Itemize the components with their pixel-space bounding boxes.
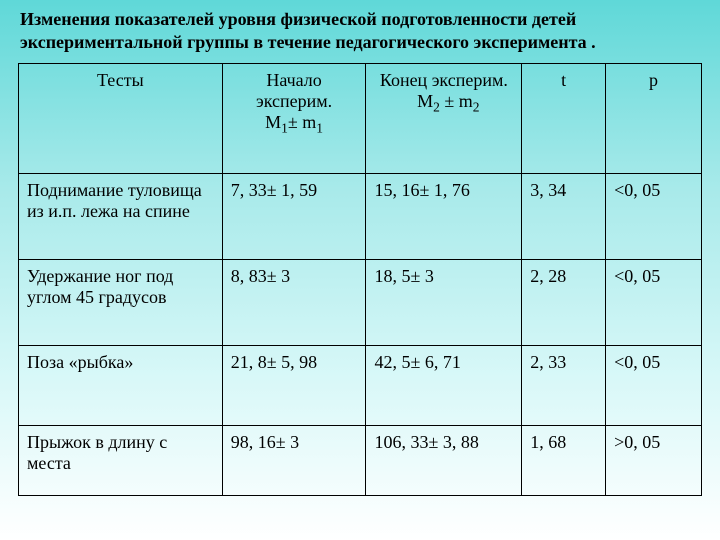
header-start: Начало эксперим. M1± m1 [222, 64, 366, 174]
cell-start: 98, 16± 3 [222, 426, 366, 496]
table-row: Поднимание туловища из и.п. лежа на спин… [19, 174, 702, 260]
cell-p: <0, 05 [606, 346, 702, 426]
cell-t: 1, 68 [522, 426, 606, 496]
table-row: Прыжок в длину с места 98, 16± 3 106, 33… [19, 426, 702, 496]
cell-test: Прыжок в длину с места [19, 426, 223, 496]
table-row: Удержание ног под углом 45 градусов 8, 8… [19, 260, 702, 346]
cell-start: 7, 33± 1, 59 [222, 174, 366, 260]
header-end: Конец эксперим. M2 ± m2 [366, 64, 522, 174]
title-line2: экспериментальной группы в течение педаг… [20, 32, 596, 52]
cell-start: 8, 83± 3 [222, 260, 366, 346]
table-row: Поза «рыбка» 21, 8± 5, 98 42, 5± 6, 71 2… [19, 346, 702, 426]
header-t: t [522, 64, 606, 174]
cell-t: 2, 28 [522, 260, 606, 346]
cell-test: Удержание ног под углом 45 градусов [19, 260, 223, 346]
title-line1: Изменения показателей уровня физической … [20, 9, 576, 29]
results-table: Тесты Начало эксперим. M1± m1 Конец эксп… [18, 63, 702, 496]
cell-end: 106, 33± 3, 88 [366, 426, 522, 496]
cell-end: 42, 5± 6, 71 [366, 346, 522, 426]
cell-t: 2, 33 [522, 346, 606, 426]
cell-start: 21, 8± 5, 98 [222, 346, 366, 426]
cell-test: Поднимание туловища из и.п. лежа на спин… [19, 174, 223, 260]
cell-test: Поза «рыбка» [19, 346, 223, 426]
page-title: Изменения показателей уровня физической … [18, 8, 702, 53]
cell-p: <0, 05 [606, 174, 702, 260]
cell-end: 18, 5± 3 [366, 260, 522, 346]
cell-end: 15, 16± 1, 76 [366, 174, 522, 260]
header-p: p [606, 64, 702, 174]
header-tests: Тесты [19, 64, 223, 174]
cell-t: 3, 34 [522, 174, 606, 260]
cell-p: >0, 05 [606, 426, 702, 496]
table-header-row: Тесты Начало эксперим. M1± m1 Конец эксп… [19, 64, 702, 174]
cell-p: <0, 05 [606, 260, 702, 346]
